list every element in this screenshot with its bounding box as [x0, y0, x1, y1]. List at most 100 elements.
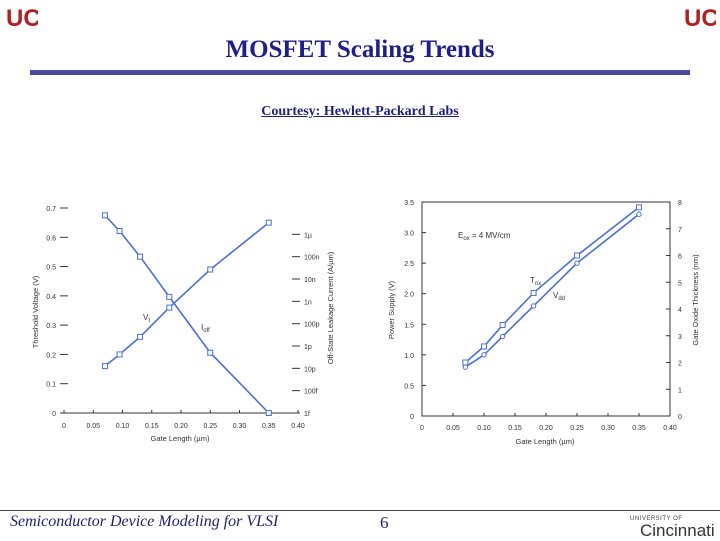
left-y-right-tick-label: 100n [304, 255, 320, 262]
right-y-right-tick-label: 2 [678, 361, 682, 368]
right-y-right-tick-label: 5 [678, 280, 682, 287]
tox-data-point [462, 359, 469, 366]
ioff-data-point [137, 253, 144, 260]
right-x-tick-label: 0.15 [508, 425, 522, 432]
ioff-data-point [265, 410, 272, 416]
ioff-data-point [116, 227, 123, 234]
vdd-data-point [530, 303, 537, 309]
right-y-right-tick-label: 1 [678, 387, 682, 394]
institution-name: Cincinnati [640, 521, 715, 540]
right-y-right-tick-label: 8 [678, 200, 682, 207]
left-y-axis-title: Threshold Voltage (V) [31, 275, 40, 348]
vdd-data-point [481, 352, 487, 358]
left-y-right-tick-label: 1µ [304, 232, 312, 239]
right-x-tick-label: 0.25 [570, 425, 584, 432]
right-series-group: Tox Vdd [462, 204, 642, 370]
vt-data-point [265, 219, 272, 226]
tox-data-point [574, 252, 580, 259]
right-y-tick-label: 1.5 [404, 322, 414, 329]
left-y-tick-label: 0.4 [46, 294, 56, 301]
right-x-tick-label: 0.40 [663, 425, 677, 432]
vt-data-point [116, 351, 123, 358]
right-y-tick-label: 0 [410, 414, 414, 421]
right-x-ticks: 0 0.05 0.10 0.15 0.20 0.25 0.30 0.35 0.40 [420, 413, 677, 432]
left-y-right-tick-label: 10p [304, 366, 316, 373]
right-y-right-tick-label: 6 [678, 254, 682, 261]
left-y-tick-label: 0.5 [46, 265, 56, 272]
footer-course-title: Semiconductor Device Modeling for VLSI [10, 513, 279, 530]
footer-divider [0, 510, 720, 511]
right-x-tick-label: 0.20 [539, 425, 553, 432]
vdd-series-label: Vdd [553, 291, 565, 302]
vt-data-point [166, 304, 173, 311]
vdd-data-point [636, 211, 642, 217]
university-logo-left: UC [6, 5, 38, 32]
logo-mark-text: UC [684, 5, 716, 32]
institution-prefix: UNIVERSITY OF [630, 516, 683, 522]
vt-data-point [207, 266, 214, 273]
right-x-tick-label: 0.05 [446, 425, 460, 432]
left-x-tick-label: 0.40 [291, 423, 305, 430]
left-x-tick-label: 0.05 [86, 423, 100, 430]
title-divider [30, 70, 690, 75]
left-y-right-axis-title: Off-State Leakage Current (A/µm) [326, 251, 335, 364]
left-y-tick-label: 0.1 [46, 382, 56, 389]
right-y-right-axis-title: Gate Oxide Thickness (nm) [691, 254, 700, 346]
right-y-tick-label: 2.5 [404, 261, 414, 268]
left-y-right-tick-label: 100f [304, 389, 318, 396]
tox-series-label: Tox [530, 276, 541, 287]
left-y-right-tick-label: 1p [304, 344, 312, 351]
ioff-data-point [101, 212, 108, 219]
tox-data-point [481, 343, 487, 350]
tox-data-point [636, 204, 642, 211]
right-x-tick-label: 0.10 [477, 425, 491, 432]
vt-series-label: Vt [143, 313, 150, 324]
ioff-series-label: Ioff [201, 323, 210, 334]
left-x-tick-label: 0.10 [116, 423, 130, 430]
slide-title: MOSFET Scaling Trends [225, 36, 495, 63]
left-y-ticks: 0 0.1 0.2 0.3 0.4 0.5 0.6 0.7 [46, 206, 68, 418]
ioff-data-point [166, 293, 173, 300]
logo-mark-text: UC [6, 5, 38, 32]
eox-annotation: Eox = 4 MV/cm [458, 231, 511, 242]
right-y-right-ticks: 0 1 2 3 4 5 6 7 8 [666, 200, 682, 421]
right-y-tick-label: 2.0 [404, 292, 414, 299]
left-y-tick-label: 0.6 [46, 235, 56, 242]
left-y-right-tick-label: 1f [304, 411, 310, 418]
left-x-tick-label: 0 [62, 423, 66, 430]
vdd-data-point [574, 260, 580, 266]
vdd-data-point [462, 364, 469, 370]
left-series-group: Vt Ioff [101, 212, 272, 416]
left-y-right-tick-label: 10n [304, 277, 316, 284]
left-y-tick-label: 0.2 [46, 352, 56, 359]
vt-data-point [137, 333, 144, 340]
courtesy-caption: Courtesy: Hewlett-Packard Labs [261, 104, 459, 119]
tox-data-point [499, 322, 506, 329]
university-logo-right: UC [684, 5, 716, 32]
tox-data-point [530, 289, 537, 296]
left-y-tick-label: 0 [52, 411, 56, 418]
right-y-right-tick-label: 7 [678, 227, 682, 234]
right-x-tick-label: 0.30 [601, 425, 615, 432]
left-x-tick-label: 0.15 [145, 423, 159, 430]
left-x-tick-label: 0.30 [233, 423, 247, 430]
left-y-tick-label: 0.7 [46, 206, 56, 213]
left-x-tick-label: 0.20 [174, 423, 188, 430]
right-y-tick-label: 1.0 [404, 353, 414, 360]
left-y-right-ticks: 1f 100f 10p 1p 100p 1n 10n 100n 1µ [292, 232, 320, 418]
right-y-right-tick-label: 4 [678, 307, 682, 314]
vdd-series-line [464, 213, 640, 368]
right-y-tick-label: 3.5 [404, 200, 414, 207]
vt-data-point [101, 363, 108, 370]
left-x-tick-label: 0.35 [262, 423, 276, 430]
tox-series-line [464, 206, 640, 364]
right-y-tick-label: 3.0 [404, 231, 414, 238]
left-y-right-tick-label: 100p [304, 322, 320, 329]
right-x-tick-label: 0.35 [632, 425, 646, 432]
left-y-right-tick-label: 1n [304, 299, 312, 306]
ioff-data-point [207, 349, 214, 356]
right-y-axis-title: Power Supply (V) [387, 280, 396, 339]
right-y-tick-label: 0.5 [404, 383, 414, 390]
